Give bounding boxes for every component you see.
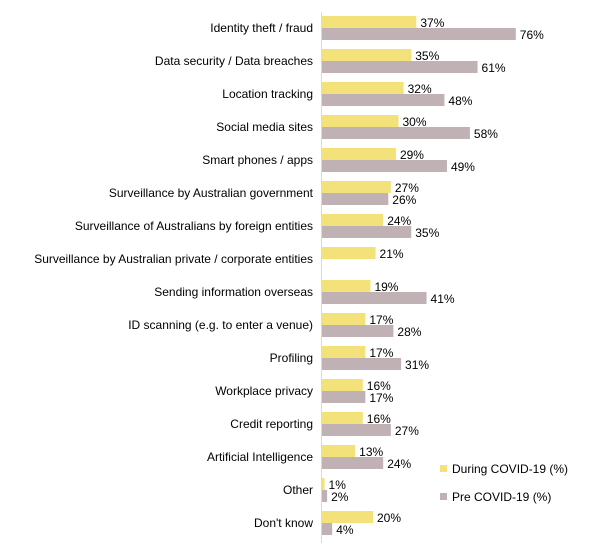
bar-pre (322, 424, 391, 436)
bar-during (322, 82, 404, 94)
bar-during (322, 16, 417, 28)
bar-during (322, 379, 363, 391)
bar-pre (322, 28, 516, 40)
legend-label-during: During COVID-19 (%) (452, 461, 569, 476)
category-label: Surveillance by Australian private / cor… (34, 252, 313, 266)
bar-pre (322, 358, 402, 370)
data-label-during: 37% (420, 16, 444, 30)
data-label-during: 35% (415, 49, 439, 63)
category-label: Credit reporting (230, 417, 313, 431)
bar-during (322, 478, 325, 490)
bar-pre (322, 490, 328, 502)
data-label-during: 20% (377, 511, 401, 525)
data-label-pre: 61% (482, 61, 506, 75)
category-label: Social media sites (216, 120, 313, 134)
data-label-during: 29% (400, 148, 424, 162)
data-label-during: 30% (403, 115, 427, 129)
bar-during (322, 115, 399, 127)
category-label: Surveillance of Australians by foreign e… (75, 219, 313, 233)
bar-pre (322, 292, 427, 304)
data-label-during: 17% (369, 346, 393, 360)
legend: During COVID-19 (%) Pre COVID-19 (%) (440, 460, 568, 516)
category-label: Workplace privacy (215, 384, 313, 398)
data-label-pre: 41% (431, 292, 455, 306)
category-label: Identity theft / fraud (210, 21, 313, 35)
data-label-during: 27% (395, 181, 419, 195)
bar-pre (322, 160, 447, 172)
category-label: Smart phones / apps (202, 153, 313, 167)
data-label-during: 32% (408, 82, 432, 96)
legend-item-during: During COVID-19 (%) (440, 460, 568, 477)
data-label-pre: 31% (405, 358, 429, 372)
data-label-pre: 48% (448, 94, 472, 108)
data-label-pre: 17% (369, 391, 393, 405)
bar-pre (322, 193, 389, 205)
category-label: Profiling (270, 351, 313, 365)
data-label-pre: 26% (392, 193, 416, 207)
bar-pre (322, 94, 445, 106)
data-label-pre: 58% (474, 127, 498, 141)
legend-item-pre: Pre COVID-19 (%) (440, 488, 568, 505)
data-label-during: 16% (367, 379, 391, 393)
bar-pre (322, 457, 384, 469)
bar-pre (322, 61, 478, 73)
category-label: Sending information overseas (154, 285, 313, 299)
data-label-during: 24% (387, 214, 411, 228)
bar-during (322, 280, 371, 292)
bar-during (322, 181, 391, 193)
data-label-pre: 76% (520, 28, 544, 42)
data-label-pre: 49% (451, 160, 475, 174)
bar-during (322, 49, 412, 61)
legend-swatch-pre (440, 493, 447, 500)
data-label-pre: 35% (415, 226, 439, 240)
category-label: Surveillance by Australian government (109, 186, 314, 200)
bar-during (322, 511, 373, 523)
category-label: Don't know (254, 516, 313, 530)
data-label-during: 19% (374, 280, 398, 294)
bar-during (322, 148, 396, 160)
data-label-during: 17% (369, 313, 393, 327)
data-label-pre: 2% (331, 490, 349, 504)
bar-during (322, 445, 356, 457)
bar-pre (322, 391, 366, 403)
bar-pre (322, 226, 412, 238)
legend-swatch-during (440, 465, 447, 472)
category-label: Artificial Intelligence (207, 450, 313, 464)
data-label-during: 16% (367, 412, 391, 426)
bar-during (322, 346, 366, 358)
data-label-pre: 27% (395, 424, 419, 438)
bar-during (322, 247, 376, 259)
category-label: Other (283, 483, 313, 497)
data-label-during: 13% (359, 445, 383, 459)
bar-during (322, 412, 363, 424)
data-label-pre: 28% (397, 325, 421, 339)
legend-label-pre: Pre COVID-19 (%) (452, 489, 552, 504)
category-label: Data security / Data breaches (155, 54, 313, 68)
data-label-during: 21% (380, 247, 404, 261)
bar-pre (322, 523, 333, 535)
data-label-during: 1% (329, 478, 347, 492)
category-label: Location tracking (222, 87, 313, 101)
bar-pre (322, 325, 394, 337)
bar-pre (322, 127, 470, 139)
category-label: ID scanning (e.g. to enter a venue) (128, 318, 313, 332)
bar-during (322, 214, 384, 226)
data-label-pre: 24% (387, 457, 411, 471)
data-label-pre: 4% (336, 523, 354, 537)
bar-during (322, 313, 366, 325)
